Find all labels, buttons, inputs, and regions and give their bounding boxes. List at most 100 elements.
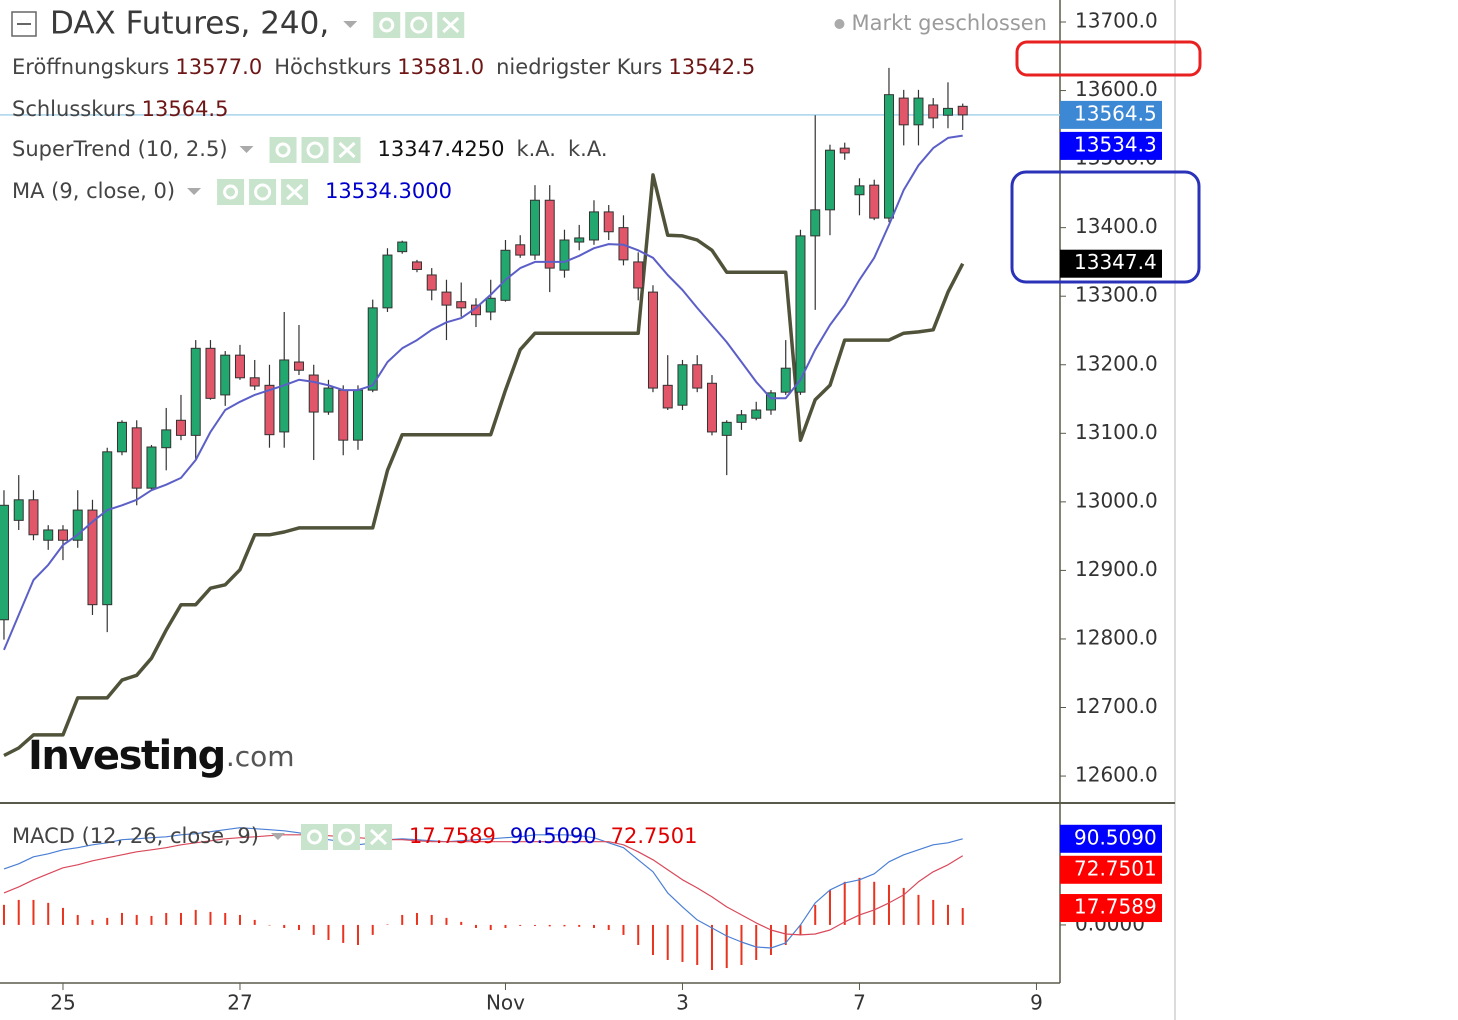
candle-body xyxy=(810,209,821,237)
histogram-bar xyxy=(209,911,212,925)
status-dot xyxy=(834,19,845,29)
candle-body xyxy=(102,451,113,606)
eye-button[interactable] xyxy=(373,12,401,38)
histogram-bar xyxy=(489,924,492,930)
histogram-bar xyxy=(607,924,610,930)
gear-icon xyxy=(337,828,355,846)
histogram-bar xyxy=(917,894,920,925)
x-tick-label: 9 xyxy=(1030,991,1043,1015)
candle-body xyxy=(13,499,24,521)
candle-body xyxy=(131,427,142,489)
candle-body xyxy=(824,149,835,211)
histogram-bar xyxy=(740,924,743,966)
indicator-extra: k.A. xyxy=(568,137,608,161)
y-tick-label: 13000.0 xyxy=(1075,488,1158,512)
histogram-bar xyxy=(504,924,507,928)
histogram-bar xyxy=(268,924,271,926)
candle-body xyxy=(57,529,68,541)
candle-body xyxy=(854,185,865,196)
value-badge xyxy=(1060,131,1162,160)
watermark: Investing xyxy=(28,733,225,779)
indicator-name: MA (9, close, 0) xyxy=(12,179,175,203)
histogram-bar xyxy=(666,924,669,960)
histogram-bar xyxy=(327,924,330,940)
histogram-bar xyxy=(76,914,79,925)
gear-button[interactable] xyxy=(249,179,277,205)
candle-body xyxy=(736,414,747,423)
histogram-bar xyxy=(371,924,374,935)
macd-line xyxy=(3,827,963,949)
ohlc-name: Schlusskurs xyxy=(12,97,136,121)
dropdown-arrow[interactable] xyxy=(187,188,202,195)
candle-body xyxy=(677,364,688,406)
candle-body xyxy=(633,261,644,289)
value-badge-label: 90.5090 xyxy=(1074,825,1157,849)
histogram-bar xyxy=(755,924,758,960)
histogram-bar xyxy=(533,924,536,926)
value-badge-label: 13534.3 xyxy=(1074,132,1157,156)
x-tick-label: 27 xyxy=(227,991,252,1015)
value-badge xyxy=(1060,894,1162,923)
indicator-extra: k.A. xyxy=(516,137,556,161)
candle-body xyxy=(426,274,437,291)
candle-body xyxy=(898,97,909,126)
dropdown-arrow[interactable] xyxy=(270,833,285,840)
overlay: 13564.5 13534.3 13347.4 90.5090 72.7501 17.75… xyxy=(12,6,1202,923)
value-badge-label: 13347.4 xyxy=(1074,250,1157,274)
gear-button[interactable] xyxy=(332,824,360,850)
y-tick-label: 13600.0 xyxy=(1075,77,1158,101)
candle-body xyxy=(338,389,349,441)
candle-body xyxy=(515,244,526,256)
candle-body xyxy=(662,384,673,409)
histogram-bar xyxy=(814,904,817,925)
candle-body xyxy=(913,97,924,126)
candle-body xyxy=(751,409,762,419)
candle-body xyxy=(500,249,511,301)
candle-body xyxy=(161,429,172,449)
histogram-bar xyxy=(2,904,5,925)
histogram-bar xyxy=(401,914,404,925)
y-tick-label: 13400.0 xyxy=(1075,214,1158,238)
candle-body xyxy=(43,529,54,541)
candle-body xyxy=(559,239,570,271)
candle-body xyxy=(190,347,201,436)
dropdown-arrow[interactable] xyxy=(343,21,358,28)
candle-body xyxy=(647,291,658,389)
eye-icon xyxy=(275,142,291,158)
ohlc-name: niedrigster Kurs xyxy=(496,55,662,79)
y-tick-label: 12800.0 xyxy=(1075,625,1158,649)
histogram-bar xyxy=(637,924,640,946)
gear-button[interactable] xyxy=(301,137,329,163)
candle-body xyxy=(839,147,850,154)
histogram-bar xyxy=(106,917,109,925)
candle-body xyxy=(146,446,157,489)
dropdown-arrow[interactable] xyxy=(239,146,254,153)
candle-body xyxy=(441,291,452,306)
histogram-bar xyxy=(135,914,138,925)
value-badge xyxy=(1060,249,1162,278)
value-badge xyxy=(1060,100,1162,129)
eye-button[interactable] xyxy=(300,824,328,850)
histogram-bar xyxy=(843,881,846,925)
histogram-bar xyxy=(681,924,684,962)
candle-body xyxy=(72,509,83,541)
eye-icon xyxy=(379,17,395,33)
candle-body xyxy=(28,499,39,536)
histogram-bar xyxy=(430,914,433,925)
gear-button[interactable] xyxy=(405,12,433,38)
histogram-bar xyxy=(887,884,890,925)
eye-button[interactable] xyxy=(269,137,297,163)
histogram-bar xyxy=(622,924,625,935)
histogram-bar xyxy=(91,919,94,925)
histogram-bar xyxy=(474,924,477,928)
candle-body xyxy=(765,392,776,411)
ohlc-value: 13564.5 xyxy=(142,97,229,121)
ohlc-value: 13581.0 xyxy=(397,55,484,79)
y-tick-label: 13200.0 xyxy=(1075,351,1158,375)
histogram-bar xyxy=(283,924,286,928)
candle-body xyxy=(352,389,363,441)
eye-button[interactable] xyxy=(217,179,245,205)
x-tick-label: Nov xyxy=(486,991,525,1015)
